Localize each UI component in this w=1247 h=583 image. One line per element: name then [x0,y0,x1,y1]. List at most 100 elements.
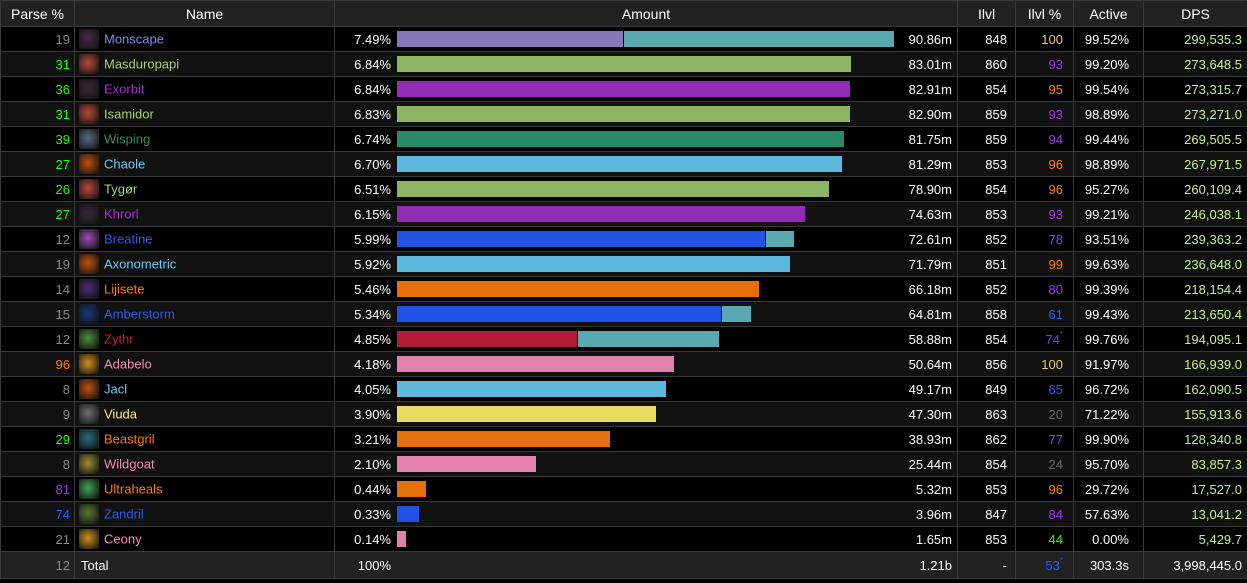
amount-percent: 5.46% [354,281,391,297]
player-name-cell[interactable]: Isamidor [74,101,335,127]
player-name[interactable]: Breatine [104,231,153,247]
dps-value: 269,505.5 [1143,126,1247,152]
player-row[interactable]: 74 Zandril 0.33% 3.96m 847 84 57.63% 13,… [0,501,1247,527]
total-ilvl-pct: 53* [1015,551,1074,579]
amount-value: 25.44m [908,456,952,472]
player-name-cell[interactable]: Tygør [74,176,335,202]
player-name-cell[interactable]: Chaole [74,151,335,177]
player-row[interactable]: 27 Chaole 6.70% 81.29m 853 96 98.89% 267… [0,151,1247,177]
player-name-cell[interactable]: Ceony [74,526,335,552]
active-time: 93.51% [1073,226,1144,252]
player-name-cell[interactable]: Ultraheals [74,476,335,502]
player-name[interactable]: Viuda [104,406,138,422]
player-name[interactable]: Monscape [104,31,164,47]
header-active[interactable]: Active [1073,0,1144,27]
player-name[interactable]: Tygør [104,181,138,197]
amount-value: 81.75m [908,131,952,147]
player-name[interactable]: Ultraheals [104,481,163,497]
player-name[interactable]: Axonometric [104,256,177,272]
amount-percent: 5.92% [354,256,391,272]
amount-percent: 7.49% [354,31,391,47]
player-name[interactable]: Zandril [104,506,144,522]
player-name[interactable]: Masduropapi [104,56,180,72]
player-row[interactable]: 21 Ceony 0.14% 1.65m 853 44 0.00% 5,429.… [0,526,1247,552]
item-level-percent: 24 [1015,451,1074,477]
header-parse[interactable]: Parse % [0,0,75,27]
player-name-cell[interactable]: Masduropapi [74,51,335,77]
player-name[interactable]: Wisping [104,131,151,147]
amount-percent: 6.83% [354,106,391,122]
amount-cell: 6.84% 82.91m [334,76,958,102]
bar-segment-primary [397,156,842,172]
player-name[interactable]: Isamidor [104,106,154,122]
hunter-marksmanship-icon [79,104,99,124]
active-time: 99.44% [1073,126,1144,152]
amount-value: 81.29m [908,156,952,172]
item-level-percent: 93 [1015,101,1074,127]
player-row[interactable]: 81 Ultraheals 0.44% 5.32m 853 96 29.72% … [0,476,1247,502]
amount-bar [397,356,894,372]
dps-value: 239,363.2 [1143,226,1247,252]
player-name[interactable]: Amberstorm [104,306,175,322]
player-row[interactable]: 39 Wisping 6.74% 81.75m 859 94 99.44% 26… [0,126,1247,152]
player-name-cell[interactable]: Adabelo [74,351,335,377]
player-row[interactable]: 31 Masduropapi 6.84% 83.01m 860 93 99.20… [0,51,1247,77]
amount-bar [397,481,894,497]
player-name-cell[interactable]: Khrorl [74,201,335,227]
player-name-cell[interactable]: Monscape [74,26,335,52]
player-row[interactable]: 27 Khrorl 6.15% 74.63m 853 93 99.21% 246… [0,201,1247,227]
player-row[interactable]: 8 Wildgoat 2.10% 25.44m 854 24 95.70% 83… [0,451,1247,477]
player-row[interactable]: 36 Exorbit 6.84% 82.91m 854 95 99.54% 27… [0,76,1247,102]
player-name[interactable]: Adabelo [104,356,152,372]
header-name[interactable]: Name [74,0,335,27]
parse-percent: 39 [0,126,75,152]
header-ilvl-pct[interactable]: Ilvl % [1015,0,1074,27]
player-row[interactable]: 29 Beastgril 3.21% 38.93m 862 77 99.90% … [0,426,1247,452]
player-row[interactable]: 12 Breatine 5.99% 72.61m 852 78 93.51% 2… [0,226,1247,252]
player-name[interactable]: Chaole [104,156,146,172]
player-name-cell[interactable]: Zandril [74,501,335,527]
player-row[interactable]: 96 Adabelo 4.18% 50.64m 856 100 91.97% 1… [0,351,1247,377]
player-name-cell[interactable]: Jacl [74,376,335,402]
header-amount[interactable]: Amount [334,0,958,27]
player-row[interactable]: 19 Axonometric 5.92% 71.79m 851 99 99.63… [0,251,1247,277]
dps-value: 273,315.7 [1143,76,1247,102]
player-name[interactable]: Exorbit [104,81,145,97]
player-name[interactable]: Lijisete [104,281,145,297]
amount-bar [397,506,894,522]
player-name-cell[interactable]: Wildgoat [74,451,335,477]
player-row[interactable]: 12 Zythr 4.85% 58.88m 854 74* 99.76% 194… [0,326,1247,352]
amount-bar [397,281,894,297]
player-name-cell[interactable]: Axonometric [74,251,335,277]
header-dps[interactable]: DPS [1143,0,1247,27]
player-name[interactable]: Ceony [104,531,142,547]
amount-value: 83.01m [908,56,952,72]
player-name-cell[interactable]: Beastgril [74,426,335,452]
header-ilvl[interactable]: Ilvl [957,0,1016,27]
player-row[interactable]: 26 Tygør 6.51% 78.90m 854 96 95.27% 260,… [0,176,1247,202]
player-name-cell[interactable]: Exorbit [74,76,335,102]
player-name[interactable]: Khrorl [104,206,139,222]
player-name-cell[interactable]: Wisping [74,126,335,152]
item-level: 847 [957,501,1016,527]
player-name-cell[interactable]: Lijisete [74,276,335,302]
amount-bar [397,131,894,147]
player-row[interactable]: 31 Isamidor 6.83% 82.90m 859 93 98.89% 2… [0,101,1247,127]
player-name[interactable]: Wildgoat [104,456,155,472]
player-row[interactable]: 9 Viuda 3.90% 47.30m 863 20 71.22% 155,9… [0,401,1247,427]
player-row[interactable]: 19 Monscape 7.49% 90.86m 848 100 99.52% … [0,26,1247,52]
player-name-cell[interactable]: Zythr [74,326,335,352]
player-row[interactable]: 14 Lijisete 5.46% 66.18m 852 80 99.39% 2… [0,276,1247,302]
amount-bar [397,331,894,347]
player-name[interactable]: Jacl [104,381,128,397]
player-name[interactable]: Zythr [104,331,134,347]
item-level-percent: 84 [1015,501,1074,527]
item-level-percent: 61 [1015,301,1074,327]
player-name-cell[interactable]: Amberstorm [74,301,335,327]
player-name-cell[interactable]: Breatine [74,226,335,252]
player-name-cell[interactable]: Viuda [74,401,335,427]
player-row[interactable]: 15 Amberstorm 5.34% 64.81m 858 61 99.43%… [0,301,1247,327]
player-row[interactable]: 8 Jacl 4.05% 49.17m 849 65 96.72% 162,09… [0,376,1247,402]
player-name[interactable]: Beastgril [104,431,155,447]
